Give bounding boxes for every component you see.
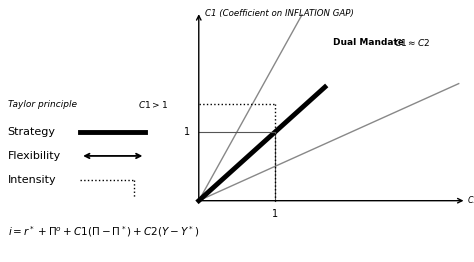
Text: Dual Mandate: Dual Mandate xyxy=(333,38,413,47)
Text: 1: 1 xyxy=(183,127,190,137)
Text: Strategy: Strategy xyxy=(8,127,55,137)
Text: Taylor principle: Taylor principle xyxy=(8,100,85,109)
Text: C2 (coefficient on OUTPUT GAP): C2 (coefficient on OUTPUT GAP) xyxy=(468,196,474,205)
Text: $i = r^* + \Pi^o + C1(\Pi - \Pi^*) + C2(Y - Y^*)$: $i = r^* + \Pi^o + C1(\Pi - \Pi^*) + C2(… xyxy=(8,224,199,239)
Text: $C1 > 1$: $C1 > 1$ xyxy=(137,99,168,110)
Text: C1 (Coefficient on INFLATION GAP): C1 (Coefficient on INFLATION GAP) xyxy=(205,9,354,18)
Text: 1: 1 xyxy=(272,209,278,219)
Text: Flexibility: Flexibility xyxy=(8,151,61,161)
Text: Intensity: Intensity xyxy=(8,175,56,185)
Text: $C1 \approx C2$: $C1 \approx C2$ xyxy=(394,37,430,48)
